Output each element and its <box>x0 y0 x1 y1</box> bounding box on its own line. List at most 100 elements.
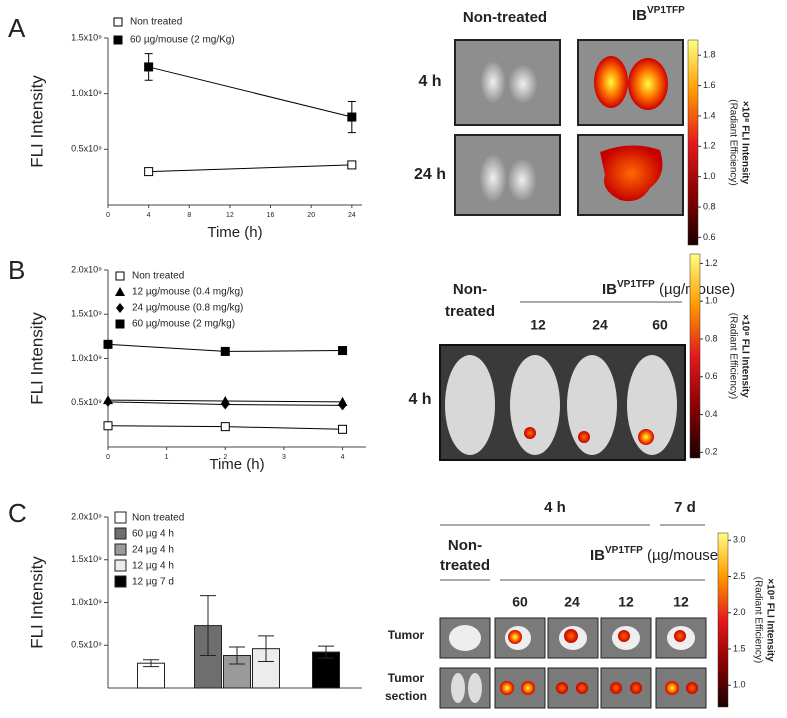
x-tick-label: 3 <box>282 454 286 461</box>
legend-label: 60 µg 4 h <box>132 529 174 540</box>
marker <box>103 339 113 349</box>
legend-swatch <box>114 575 127 588</box>
x-axis-label: Time (h) <box>209 456 264 473</box>
column-header: Non- <box>448 537 482 554</box>
header-main: IB <box>632 7 647 24</box>
row-label: section <box>385 689 427 703</box>
legend-label: 24 µg/mouse (0.8 mg/kg) <box>132 303 243 314</box>
colorbar-label: ×10⁸ FLI Intensity <box>739 101 750 185</box>
colorbar-tick-label: 1.0 <box>703 171 716 181</box>
series-line <box>148 66 352 118</box>
marker <box>144 167 154 177</box>
colorbar-tick-label: 1.0 <box>733 680 746 690</box>
x-tick-label: 0 <box>106 454 110 461</box>
error-bar <box>318 645 334 659</box>
column-header: IBVP1TFP <box>632 5 685 24</box>
marker <box>103 421 113 431</box>
legend-label: Non treated <box>132 513 184 524</box>
colorbar-tick-label: 1.0 <box>705 296 718 306</box>
bar <box>137 662 165 689</box>
y-tick-label: 1.0x10⁹ <box>71 597 102 607</box>
time-header: 7 d <box>674 499 696 516</box>
legend-label: 12 µg/mouse (0.4 mg/kg) <box>132 287 243 298</box>
y-tick-label: 0.5x10⁹ <box>71 640 102 650</box>
dose-label: 12 <box>618 594 634 610</box>
x-tick-label: 16 <box>267 212 275 219</box>
x-tick-label: 0 <box>106 212 110 219</box>
column-header: treated <box>445 303 495 320</box>
y-tick-label: 0.5x10⁹ <box>71 144 102 154</box>
legend-swatch <box>114 527 127 540</box>
legend-swatch <box>114 543 127 556</box>
legend-swatch <box>114 559 127 572</box>
error-bar <box>229 646 245 665</box>
x-tick-label: 4 <box>147 212 151 219</box>
row-label: 24 h <box>414 166 446 183</box>
y-axis-label: FLI Intensity <box>27 556 46 649</box>
error-bar <box>143 659 159 668</box>
legend-marker <box>115 271 125 281</box>
header-sup: VP1TFP <box>617 279 655 290</box>
dose-label: 60 <box>512 594 528 610</box>
panel-label: A <box>8 13 26 43</box>
legend-marker <box>116 303 124 313</box>
colorbar-sublabel: (Radiant Efficiency) <box>727 99 738 186</box>
column-header: IBVP1TFP (µg/mouse) <box>590 545 723 564</box>
y-tick-label: 1.5x10⁹ <box>71 32 102 42</box>
legend-marker <box>113 35 123 45</box>
x-tick-label: 2 <box>223 454 227 461</box>
image-panel-a <box>454 39 684 216</box>
marker <box>347 160 357 170</box>
colorbar-tick-label: 1.2 <box>703 141 716 151</box>
dose-label: 12 <box>530 317 546 333</box>
legend-label: 60 µg/mouse (2 mg/kg) <box>132 319 235 330</box>
header-rules <box>440 301 705 581</box>
colorbar-label: ×10⁸ FLI Intensity <box>764 578 775 662</box>
x-tick-label: 20 <box>307 212 315 219</box>
header-sup: VP1TFP <box>605 545 643 556</box>
legend-label: Non treated <box>130 17 182 28</box>
panel-label: C <box>8 498 27 528</box>
row-label: 4 h <box>418 73 441 90</box>
legend-swatch <box>114 511 127 524</box>
y-tick-label: 0.5x10⁹ <box>71 397 102 407</box>
dose-label: 12 <box>673 594 689 610</box>
legend-marker <box>115 287 125 296</box>
colorbar-tick-label: 0.6 <box>705 371 718 381</box>
panel-label: B <box>8 255 25 285</box>
y-tick-label: 1.5x10⁹ <box>71 554 102 564</box>
dose-label: 24 <box>564 594 580 610</box>
x-tick-label: 1 <box>165 454 169 461</box>
colorbar-tick-label: 0.8 <box>703 201 716 211</box>
colorbar-tick-label: 3.0 <box>733 535 746 545</box>
bar <box>252 648 280 689</box>
image-panel-c <box>439 617 707 709</box>
marker <box>220 346 230 356</box>
y-tick-label: 1.5x10⁹ <box>71 309 102 319</box>
marker <box>347 112 357 122</box>
header-main: IB <box>590 547 605 564</box>
colorbar-tick-label: 2.5 <box>733 571 746 581</box>
x-tick-label: 8 <box>187 212 191 219</box>
error-bar <box>200 595 216 657</box>
column-header: treated <box>440 557 490 574</box>
marker <box>144 62 154 72</box>
x-axis-label: Time (h) <box>207 224 262 241</box>
y-tick-label: 1.0x10⁹ <box>71 88 102 98</box>
bar <box>312 651 340 689</box>
colorbar-tick-label: 1.5 <box>733 643 746 653</box>
row-label: Tumor <box>388 628 425 642</box>
marker <box>338 346 348 356</box>
legend-label: 24 µg 4 h <box>132 545 174 556</box>
colorbar <box>689 253 701 459</box>
time-header: 4 h <box>544 499 566 516</box>
row-label: 4 h <box>408 391 431 408</box>
colorbar-label: ×10⁸ FLI Intensity <box>739 314 750 398</box>
colorbar <box>687 39 699 246</box>
colorbar-tick-label: 0.8 <box>705 333 718 343</box>
image-panel-b <box>439 344 686 461</box>
header-main: IB <box>602 281 617 298</box>
marker <box>104 396 112 407</box>
